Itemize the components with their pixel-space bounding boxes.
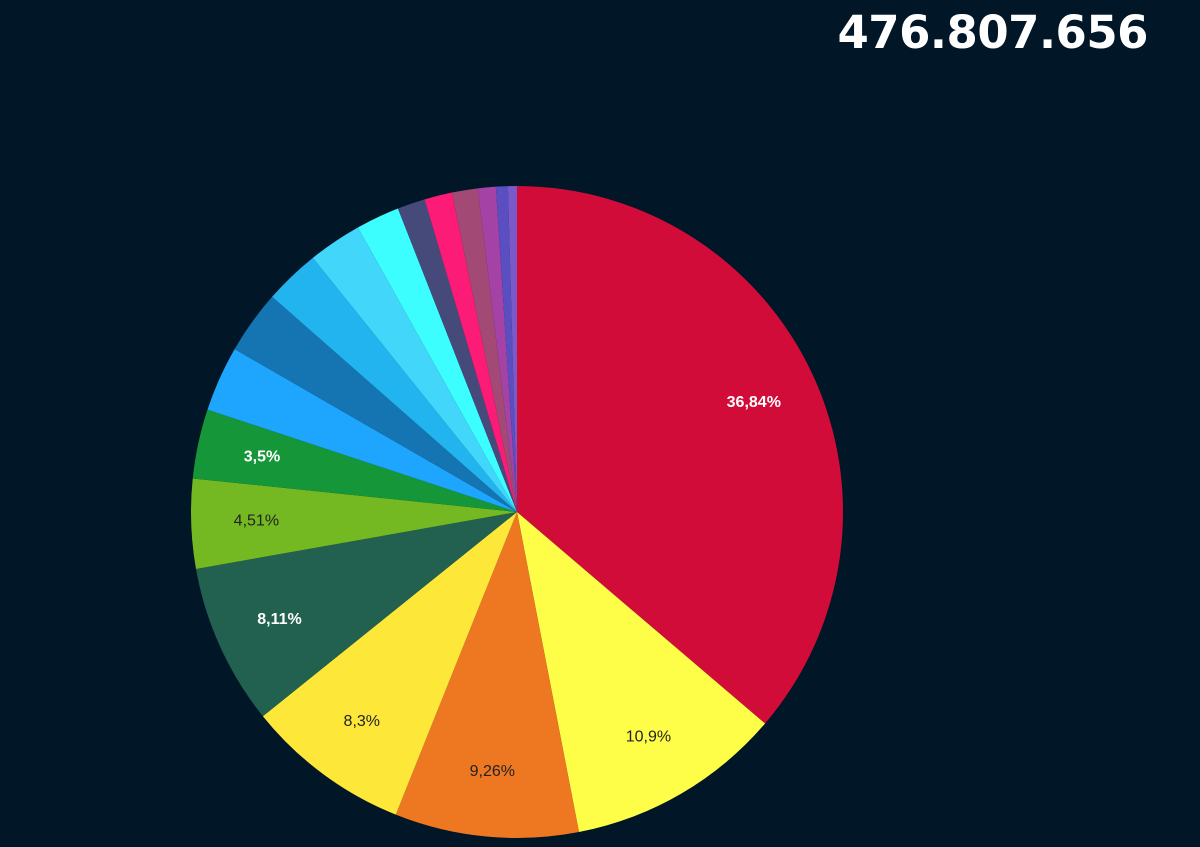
pie-slice-5[interactable] <box>196 512 517 717</box>
pie-slice-18[interactable] <box>507 186 517 512</box>
pie-slice-16[interactable] <box>477 186 517 512</box>
pie-slice-10[interactable] <box>272 257 517 512</box>
slice-label-1: 36,84% <box>727 394 781 411</box>
pie-slice-14[interactable] <box>424 192 517 513</box>
pie-slice-4[interactable] <box>262 512 517 815</box>
pie-slice-12[interactable] <box>357 208 517 512</box>
slice-label-2: 10,9% <box>626 728 671 745</box>
slice-label-3: 9,26% <box>470 763 515 780</box>
slice-label-4: 8,3% <box>344 713 380 730</box>
pie-slice-8[interactable] <box>207 349 517 512</box>
slice-label-5: 8,11% <box>257 611 301 628</box>
pie-slice-17[interactable] <box>495 186 517 513</box>
pie-slice-15[interactable] <box>451 188 517 512</box>
slice-label-7: 3,5% <box>244 449 280 466</box>
pie-slice-11[interactable] <box>312 227 517 512</box>
pie-slice-13[interactable] <box>397 199 517 512</box>
pie-slice-9[interactable] <box>234 296 517 512</box>
pie-slice-7[interactable] <box>192 409 518 512</box>
total-value: 476.807.656 <box>837 6 1149 59</box>
pie-slice-3[interactable] <box>395 512 579 838</box>
slice-label-6: 4,51% <box>234 513 279 530</box>
pie-slice-6[interactable] <box>191 478 517 569</box>
pie-slice-1[interactable] <box>517 186 843 724</box>
pie-slice-2[interactable] <box>517 512 766 833</box>
